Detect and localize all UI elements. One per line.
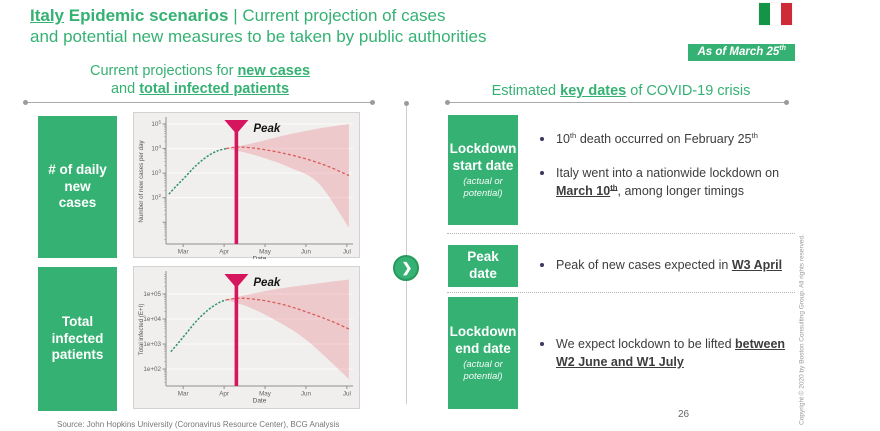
label-lockdown-start: Lockdown start date <box>449 140 517 173</box>
svg-text:102: 102 <box>151 193 161 202</box>
flag-green-stripe <box>759 3 770 25</box>
svg-text:Apr: Apr <box>219 391 229 398</box>
svg-text:1e+02: 1e+02 <box>143 366 161 373</box>
right-header-prefix: Estimated <box>491 83 561 99</box>
svg-text:May: May <box>259 249 272 256</box>
dotted-separator-1 <box>447 233 795 234</box>
label-box-lockdown-end: Lockdown end date (actual or potential) <box>448 297 518 409</box>
svg-text:Date: Date <box>253 256 267 260</box>
label-lockdown-end-sub: (actual or potential) <box>463 359 503 382</box>
left-header-em-total-infected: total infected patients <box>139 81 290 97</box>
flag-red-stripe <box>781 3 792 25</box>
chart-daily-new-cases: 102 103 104 105 Mar Apr May Jun Jul Date Number of… <box>133 112 360 263</box>
label-lockdown-start-sub: (actual or potential) <box>463 176 503 199</box>
label-peak-date: Peak date <box>467 249 499 281</box>
source-note: Source: John Hopkins University (Coronav… <box>57 420 340 429</box>
bullet-item: Peak of new cases expected in W3 April <box>537 257 799 275</box>
as-of-badge-sup: th <box>779 44 786 53</box>
svg-text:Number of new cases per day: Number of new cases per day <box>138 139 145 222</box>
section-divider-line <box>404 101 409 404</box>
title-rest-2: and potential new measures to be taken b… <box>30 27 487 46</box>
left-header-underline <box>23 100 375 105</box>
svg-text:Date: Date <box>253 398 267 405</box>
svg-text:103: 103 <box>151 169 161 178</box>
svg-text:Jun: Jun <box>301 391 312 398</box>
svg-text:Apr: Apr <box>219 249 229 256</box>
title-bold: Epidemic scenarios <box>68 6 229 25</box>
bullets-lockdown-end: We expect lockdown to be lifted between … <box>537 336 799 388</box>
svg-text:May: May <box>259 391 272 398</box>
left-header-em-new-cases: new cases <box>237 63 311 79</box>
right-header-em-key-dates: key dates <box>560 83 627 99</box>
svg-text:104: 104 <box>151 144 161 153</box>
bullets-lockdown-start: 10th death occurred on February 25th Ital… <box>537 131 799 216</box>
bullet-item: Italy went into a nationwide lockdown on… <box>537 165 799 201</box>
label-box-peak-date: Peak date <box>448 245 518 287</box>
title-keyword: Italy <box>30 6 65 25</box>
flag-white-stripe <box>770 3 781 25</box>
dotted-separator-2 <box>447 292 795 293</box>
bullet-item: 10th death occurred on February 25th <box>537 131 799 149</box>
svg-text:Mar: Mar <box>178 391 189 398</box>
svg-text:Total infected (E+I): Total infected (E+I) <box>138 304 145 356</box>
label-total-infected: Total infected patients <box>51 313 104 363</box>
label-box-lockdown-start: Lockdown start date (actual or potential… <box>448 115 518 225</box>
copyright-vertical-text: Copyright © 2020 by Boston Consulting Gr… <box>798 234 806 425</box>
right-section-header: Estimated key dates of COVID-19 crisis <box>447 82 795 100</box>
bullet-item: We expect lockdown to be lifted between … <box>537 336 799 372</box>
page-title: Italy Epidemic scenarios | Current proje… <box>30 5 610 47</box>
chevron-right-icon: ❯ <box>393 255 419 281</box>
left-section-header: Current projections for new cases and to… <box>25 62 375 98</box>
right-header-suffix: of COVID-19 crisis <box>626 83 751 99</box>
bullets-peak-date: Peak of new cases expected in W3 April <box>537 257 799 291</box>
svg-text:Mar: Mar <box>178 249 189 256</box>
label-lockdown-end: Lockdown end date <box>449 323 517 356</box>
svg-text:105: 105 <box>151 120 161 129</box>
svg-text:1e+05: 1e+05 <box>143 291 161 298</box>
title-rest-1: Current projection of cases <box>242 6 446 25</box>
svg-text:Peak: Peak <box>253 277 280 289</box>
title-separator: | <box>233 6 238 25</box>
svg-text:1e+03: 1e+03 <box>143 341 161 348</box>
label-box-daily-new-cases: # of daily new cases <box>38 116 117 258</box>
svg-text:Jul: Jul <box>343 249 351 256</box>
italy-flag <box>759 3 792 25</box>
page-number: 26 <box>678 409 690 420</box>
chart-total-infected: 1e+02 1e+03 1e+04 1e+05 Mar Apr May Jun Jul Date T… <box>133 266 360 409</box>
label-daily-new-cases: # of daily new cases <box>48 161 107 211</box>
svg-text:Jul: Jul <box>343 391 351 398</box>
as-of-badge: As of March 25th <box>688 44 795 61</box>
left-header-prefix: Current projections for <box>89 63 238 79</box>
right-header-underline <box>445 100 789 105</box>
svg-text:1e+04: 1e+04 <box>143 316 161 323</box>
label-box-total-infected: Total infected patients <box>38 267 117 411</box>
as-of-badge-text: As of March 25 <box>697 46 780 58</box>
svg-text:Jun: Jun <box>301 249 312 256</box>
svg-text:Peak: Peak <box>253 123 280 135</box>
left-header-prefix-2: and <box>110 81 140 97</box>
